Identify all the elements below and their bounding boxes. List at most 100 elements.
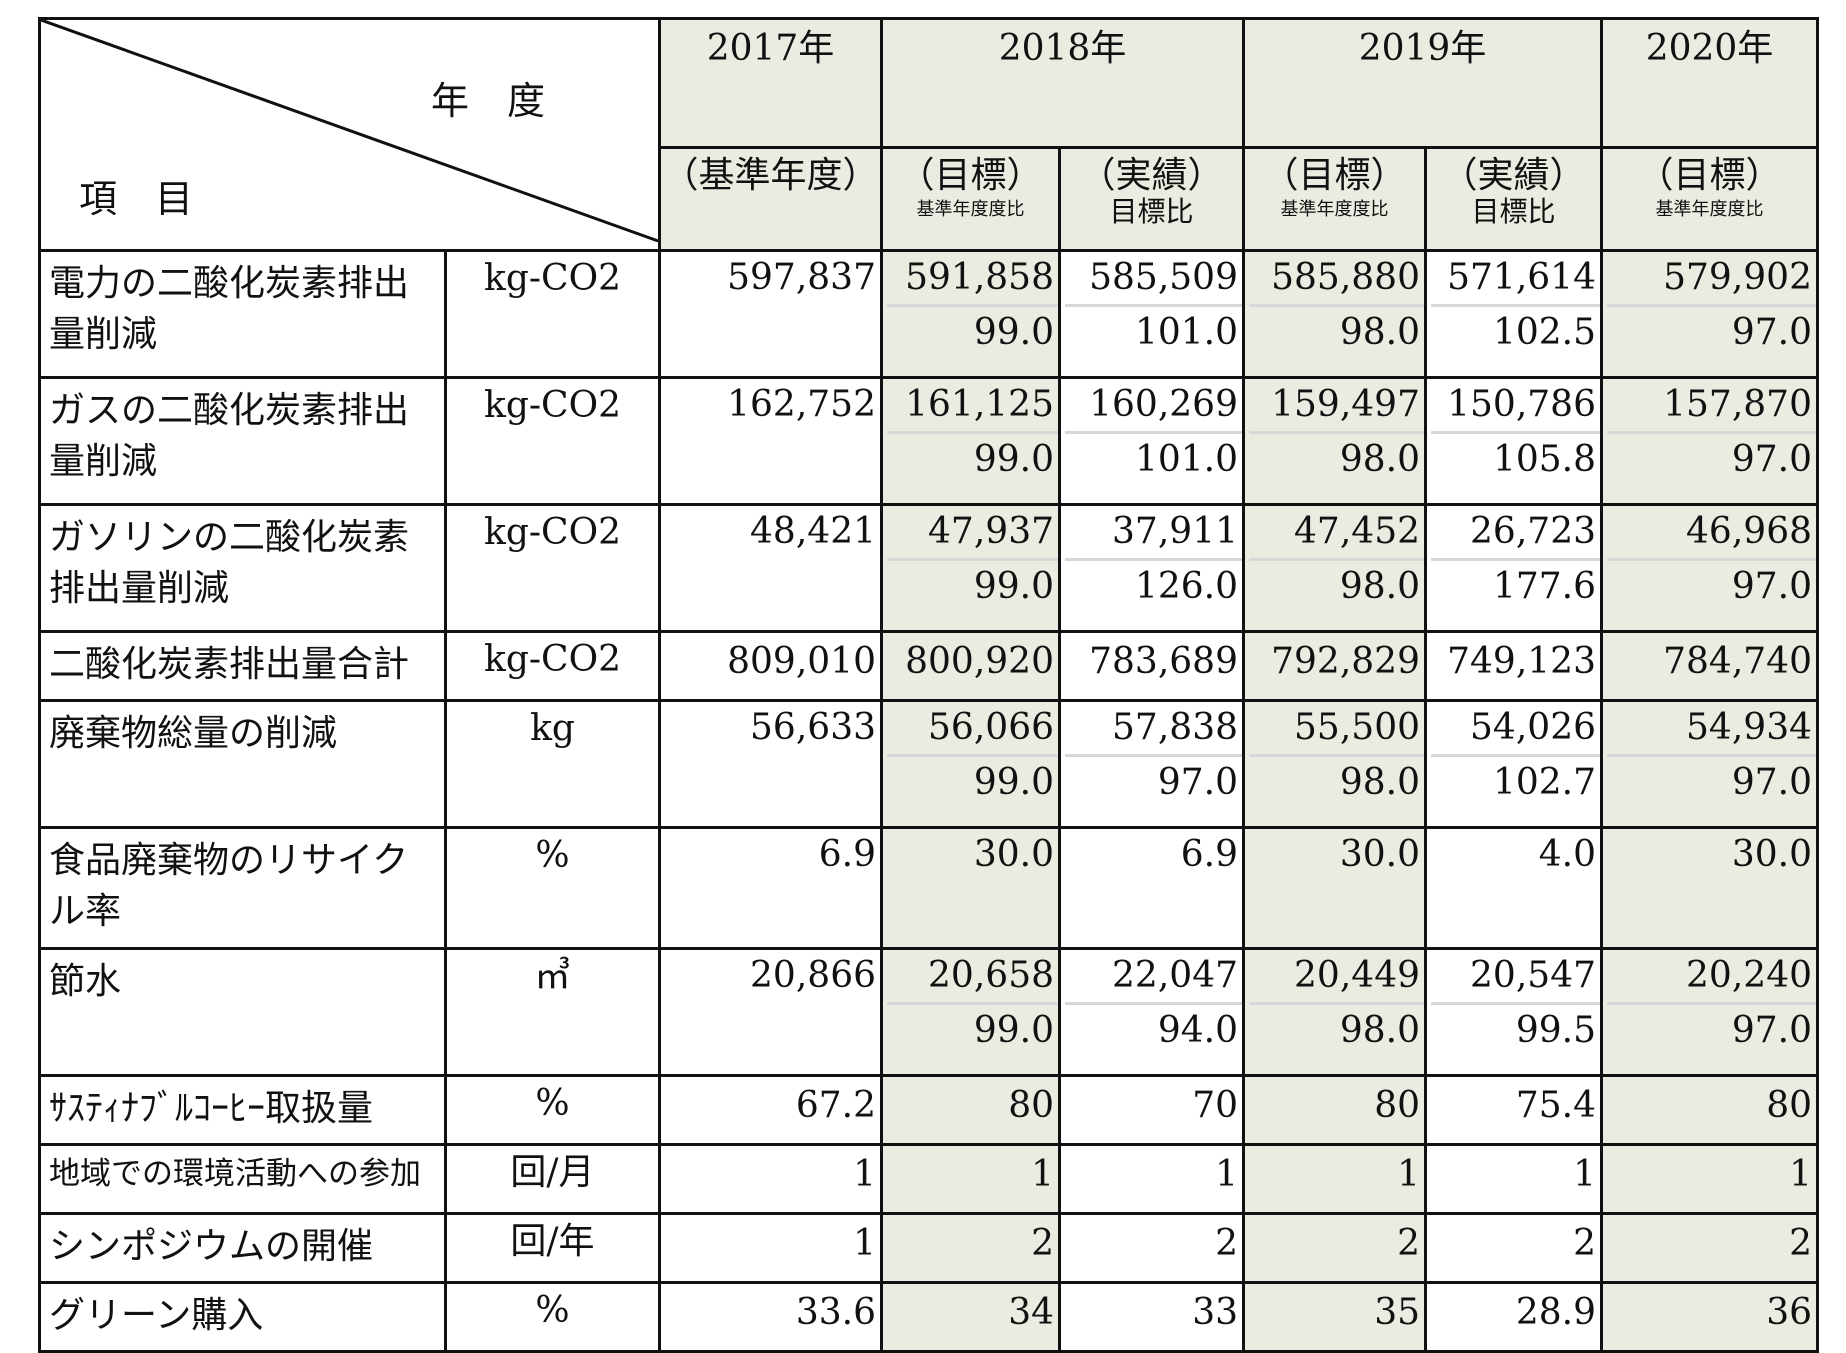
value-cell: 1 (1600, 1143, 1819, 1215)
value-cell: 56,066 99.0 (880, 699, 1061, 829)
ratio: 101.0 (1134, 312, 1238, 353)
value-cell: 54,934 97.0 (1600, 699, 1819, 829)
subheader-base-ratio-label: 基準年度度比 (1655, 199, 1764, 221)
value-cell: 1 (658, 1143, 883, 1215)
value: 33 (1192, 1292, 1238, 1333)
ratio: 97.0 (1731, 312, 1812, 353)
value-cell: 54,026 102.7 (1424, 699, 1603, 829)
value: 792,829 (1271, 641, 1420, 682)
value-cell: 2 (880, 1212, 1061, 1284)
unit-label: kg-CO2 (444, 503, 661, 633)
value-cell: 571,614 102.5 (1424, 249, 1603, 379)
value: 4.0 (1538, 834, 1596, 875)
unit-label: % (444, 1281, 661, 1353)
subheader-base-ratio-label: 基準年度度比 (1280, 199, 1389, 221)
value: 591,858 (905, 257, 1054, 298)
value-cell: 2 (1600, 1212, 1819, 1284)
unit-label: kg (444, 699, 661, 829)
ratio: 97.0 (1731, 439, 1812, 480)
diagonal-divider (42, 21, 657, 242)
value-cell: 2 (1058, 1212, 1245, 1284)
value: 597,837 (727, 257, 876, 298)
value-cell: 35 (1242, 1281, 1427, 1353)
ratio: 97.0 (1731, 762, 1812, 803)
value-cell: 1 (1242, 1143, 1427, 1215)
value: 35 (1374, 1292, 1420, 1333)
table-row: 節水 ㎥ 20,866 20,658 99.0 22,047 94.0 20,449… (38, 947, 1819, 1077)
value-cell: 784,740 (1600, 630, 1819, 702)
value: 150,786 (1447, 384, 1596, 425)
item-label: グリーン購入 (38, 1281, 447, 1353)
value-cell: 80 (1242, 1074, 1427, 1146)
subheader-base-year: （基準年度） (658, 146, 883, 252)
value-cell: 33 (1058, 1281, 1245, 1353)
value-cell: 783,689 (1058, 630, 1245, 702)
value-cell: 1 (658, 1212, 883, 1284)
value: 20,240 (1686, 955, 1812, 996)
value-cell: 6.9 (658, 826, 883, 950)
value-cell: 157,870 97.0 (1600, 376, 1819, 506)
table-row: ｻｽﾃｨﾅﾌﾞﾙｺｰﾋｰ取扱量 % 67.2 80 70 80 75.4 80 (38, 1074, 1819, 1146)
unit-label: kg-CO2 (444, 376, 661, 506)
value: 34 (1008, 1292, 1054, 1333)
unit-label: % (444, 826, 661, 950)
value-cell: 749,123 (1424, 630, 1603, 702)
value: 2 (1031, 1223, 1054, 1264)
item-label: ガソリンの二酸化炭素排出量削減 (38, 503, 447, 633)
ratio: 98.0 (1339, 1010, 1420, 1051)
value-cell: 585,880 98.0 (1242, 249, 1427, 379)
value: 37,911 (1112, 511, 1238, 552)
ratio: 177.6 (1492, 566, 1596, 607)
value: 54,934 (1686, 707, 1812, 748)
value-cell: 80 (1600, 1074, 1819, 1146)
value-cell: 70 (1058, 1074, 1245, 1146)
table-row: 電力の二酸化炭素排出量削減 kg-CO2 597,837 591,858 99.0… (38, 249, 1819, 379)
value-cell: 1 (880, 1143, 1061, 1215)
value: 20,449 (1294, 955, 1420, 996)
ratio: 99.0 (973, 312, 1054, 353)
value: 57,838 (1112, 707, 1238, 748)
value: 30.0 (1731, 834, 1812, 875)
value: 6.9 (1180, 834, 1238, 875)
value-cell: 1 (1058, 1143, 1245, 1215)
value: 585,509 (1089, 257, 1238, 298)
value: 28.9 (1515, 1292, 1596, 1333)
value-cell: 47,452 98.0 (1242, 503, 1427, 633)
value: 160,269 (1089, 384, 1238, 425)
value-cell: 591,858 99.0 (880, 249, 1061, 379)
value: 20,658 (928, 955, 1054, 996)
value-cell: 6.9 (1058, 826, 1245, 950)
header-komoku-label: 項 目 (79, 177, 194, 221)
unit-label: % (444, 1074, 661, 1146)
value: 67.2 (795, 1085, 876, 1126)
environmental-targets-table: 年 度 項 目 2017年 2018年 2019年 2020年 （基準年度） （… (38, 17, 1819, 1353)
value-cell: 28.9 (1424, 1281, 1603, 1353)
value-cell: 20,658 99.0 (880, 947, 1061, 1077)
unit-label: kg-CO2 (444, 249, 661, 379)
value-cell: 20,547 99.5 (1424, 947, 1603, 1077)
ratio: 126.0 (1134, 566, 1238, 607)
value: 783,689 (1089, 641, 1238, 682)
value: 157,870 (1663, 384, 1812, 425)
ratio: 98.0 (1339, 566, 1420, 607)
year-header-2017: 2017年 (658, 17, 883, 149)
value: 1 (1397, 1154, 1420, 1195)
subheader-target-label: （目標） (898, 155, 1043, 196)
value-cell: 80 (880, 1074, 1061, 1146)
value-cell: 48,421 (658, 503, 883, 633)
value-cell: 585,509 101.0 (1058, 249, 1245, 379)
value: 1 (1215, 1154, 1238, 1195)
table-row: 地域での環境活動への参加 回/月 1 1 1 1 1 1 (38, 1143, 1819, 1215)
item-label: ｻｽﾃｨﾅﾌﾞﾙｺｰﾋｰ取扱量 (38, 1074, 447, 1146)
value-cell: 30.0 (880, 826, 1061, 950)
ratio: 99.0 (973, 1010, 1054, 1051)
value-cell: 2 (1242, 1212, 1427, 1284)
value-cell: 800,920 (880, 630, 1061, 702)
value: 571,614 (1447, 257, 1596, 298)
ratio: 102.5 (1492, 312, 1596, 353)
value: 1 (1789, 1154, 1812, 1195)
header-nendo-label: 年 度 (431, 79, 546, 123)
value: 2 (1789, 1223, 1812, 1264)
value: 1 (853, 1223, 876, 1264)
ratio: 97.0 (1731, 1010, 1812, 1051)
